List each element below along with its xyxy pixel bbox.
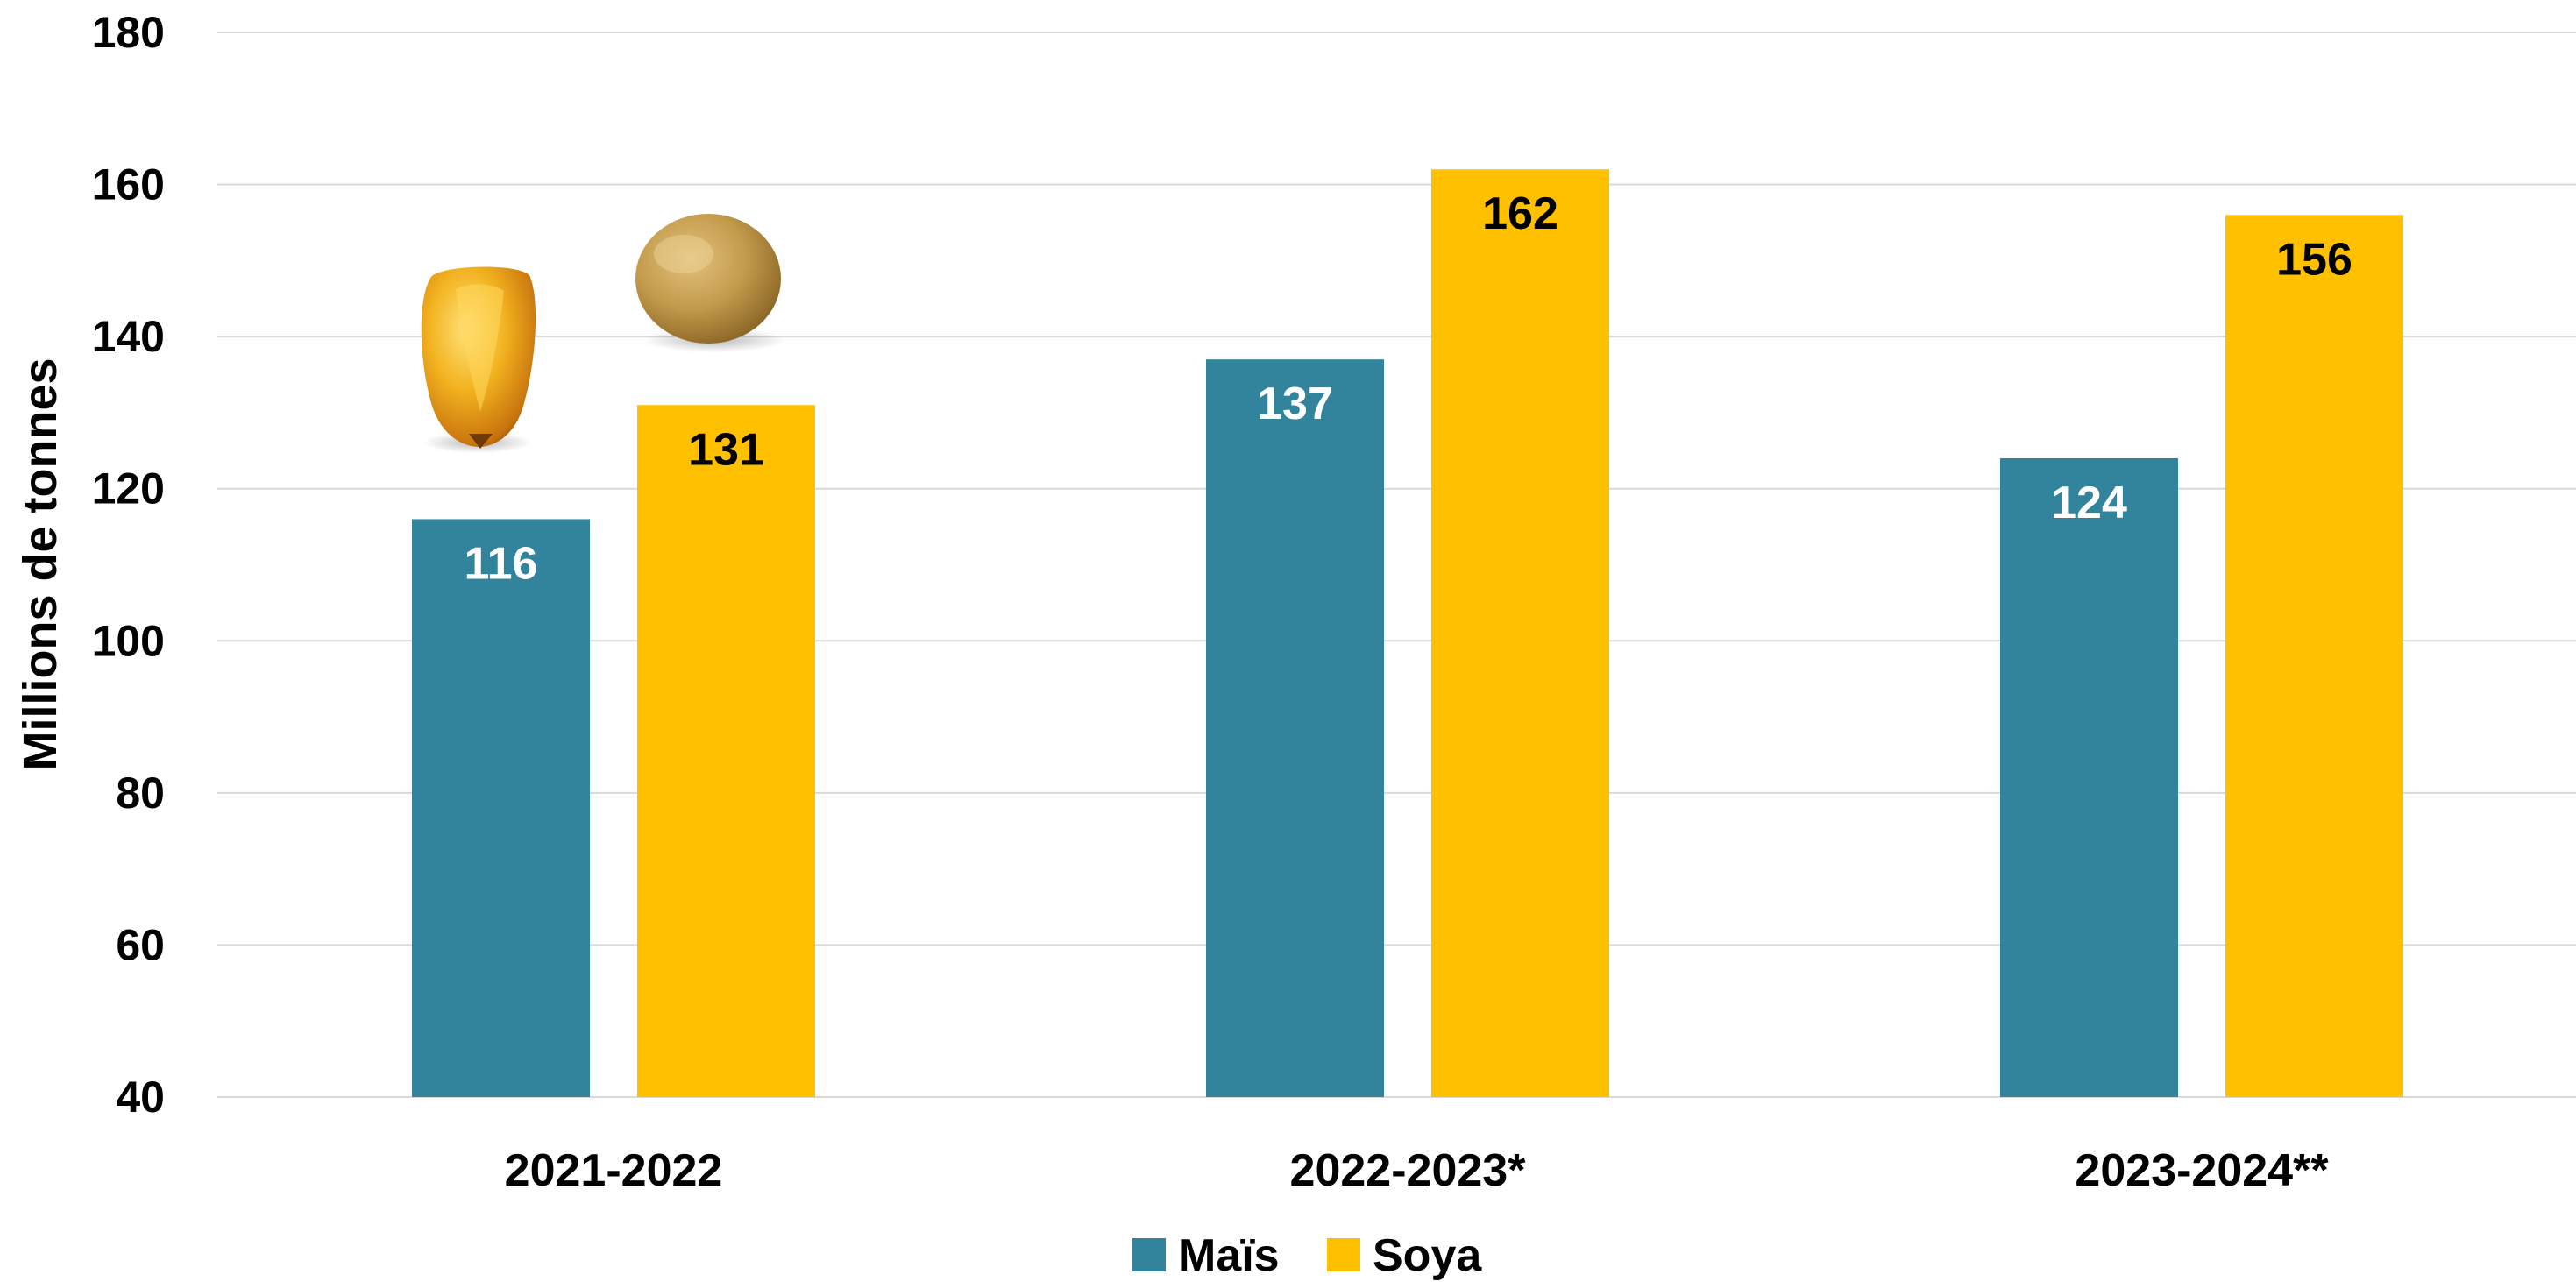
- bar-mais-0: [412, 519, 590, 1097]
- y-tick-label: 160: [92, 160, 165, 209]
- y-tick-label: 80: [116, 768, 165, 818]
- data-label: 137: [1257, 379, 1333, 429]
- legend: Maïs Soya: [1132, 1230, 1482, 1281]
- y-axis-ticks: 40 60 80 100 120 140 160 180: [92, 8, 165, 1122]
- data-label: 156: [2276, 234, 2352, 285]
- y-tick-label: 40: [116, 1073, 165, 1122]
- legend-label-mais: Maïs: [1178, 1230, 1280, 1281]
- data-label: 162: [1482, 188, 1558, 239]
- bar-soya-2: [2225, 215, 2403, 1097]
- y-tick-label: 60: [116, 920, 165, 969]
- data-label: 116: [465, 538, 538, 589]
- bar-mais-2: [2000, 458, 2178, 1097]
- x-tick-label: 2022-2023*: [1290, 1145, 1527, 1196]
- data-label: 131: [688, 424, 764, 475]
- corn-kernel-image: [422, 266, 536, 453]
- x-tick-label: 2023-2024**: [2075, 1145, 2329, 1196]
- bar-mais-1: [1206, 359, 1384, 1097]
- y-tick-label: 180: [92, 8, 165, 57]
- legend-swatch-soya: [1327, 1238, 1360, 1271]
- y-tick-label: 120: [92, 464, 165, 514]
- legend-label-soya: Soya: [1373, 1230, 1482, 1281]
- y-tick-label: 100: [92, 616, 165, 665]
- bar-soya-1: [1431, 169, 1609, 1097]
- y-tick-label: 140: [92, 312, 165, 361]
- bar-soya-0: [637, 405, 815, 1097]
- x-axis-ticks: 2021-2022 2022-2023* 2023-2024**: [505, 1145, 2330, 1196]
- soybean-image: [635, 214, 786, 352]
- legend-swatch-mais: [1132, 1238, 1166, 1271]
- data-label: 124: [2051, 478, 2127, 528]
- x-tick-label: 2021-2022: [505, 1145, 723, 1196]
- y-axis-label: Millions de tonnes: [14, 358, 67, 770]
